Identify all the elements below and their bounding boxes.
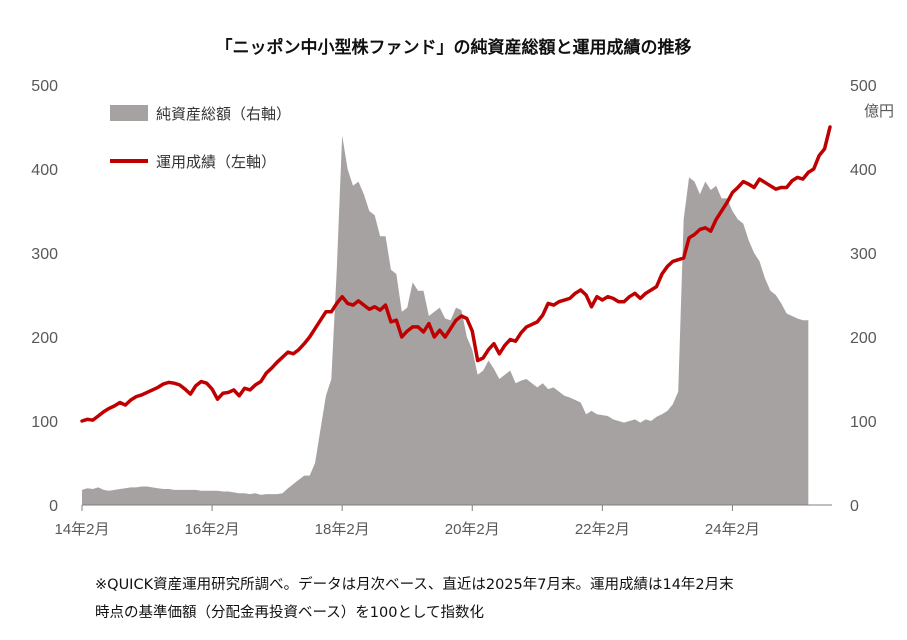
legend-area-swatch: [110, 105, 148, 121]
x-tick-label: 22年2月: [575, 521, 630, 538]
right-y-tick-label: 100: [850, 414, 877, 431]
source-note-line-1: ※QUICK資産運用研究所調べ。データは月次ベース、直近は2025年7月末。運用…: [95, 577, 734, 593]
right-y-tick-label: 500: [850, 78, 877, 95]
chart-title: 「ニッポン中小型株ファンド」の純資産総額と運用成績の推移: [215, 38, 692, 58]
right-y-tick-label: 300: [850, 246, 877, 263]
left-y-tick-label: 100: [31, 414, 58, 431]
left-y-tick-label: 400: [31, 162, 58, 179]
right-y-tick-label: 0: [850, 498, 859, 515]
axis-layer: 14年2月 16年2月 18年2月 20年2月 22年2月 24年2月 0 100 200 300…: [31, 78, 894, 538]
line-layer: [80, 125, 832, 423]
right-axis-unit-label: 億円: [864, 103, 894, 120]
x-tick-label: 14年2月: [54, 521, 109, 538]
left-y-tick-label: 500: [31, 78, 58, 95]
x-tick-label: 24年2月: [705, 521, 760, 538]
area-layer: [82, 135, 809, 505]
legend-line-label: 運用成績（左軸）: [156, 153, 276, 171]
left-y-tick-label: 0: [49, 498, 58, 515]
legend: 純資産総額（右軸） 運用成績（左軸）: [110, 105, 291, 171]
source-note-line-2: 時点の基準価額（分配金再投資ベース）を100として指数化: [95, 605, 485, 621]
left-y-tick-label: 300: [31, 246, 58, 263]
x-tick-label: 18年2月: [315, 521, 370, 538]
right-y-tick-label: 400: [850, 162, 877, 179]
left-y-tick-label: 200: [31, 330, 58, 347]
x-tick-label: 16年2月: [185, 521, 240, 538]
series-area-net-assets: [82, 135, 809, 505]
x-tick-label: 20年2月: [445, 521, 500, 538]
legend-area-label: 純資産総額（右軸）: [156, 105, 291, 123]
right-y-tick-label: 200: [850, 330, 877, 347]
